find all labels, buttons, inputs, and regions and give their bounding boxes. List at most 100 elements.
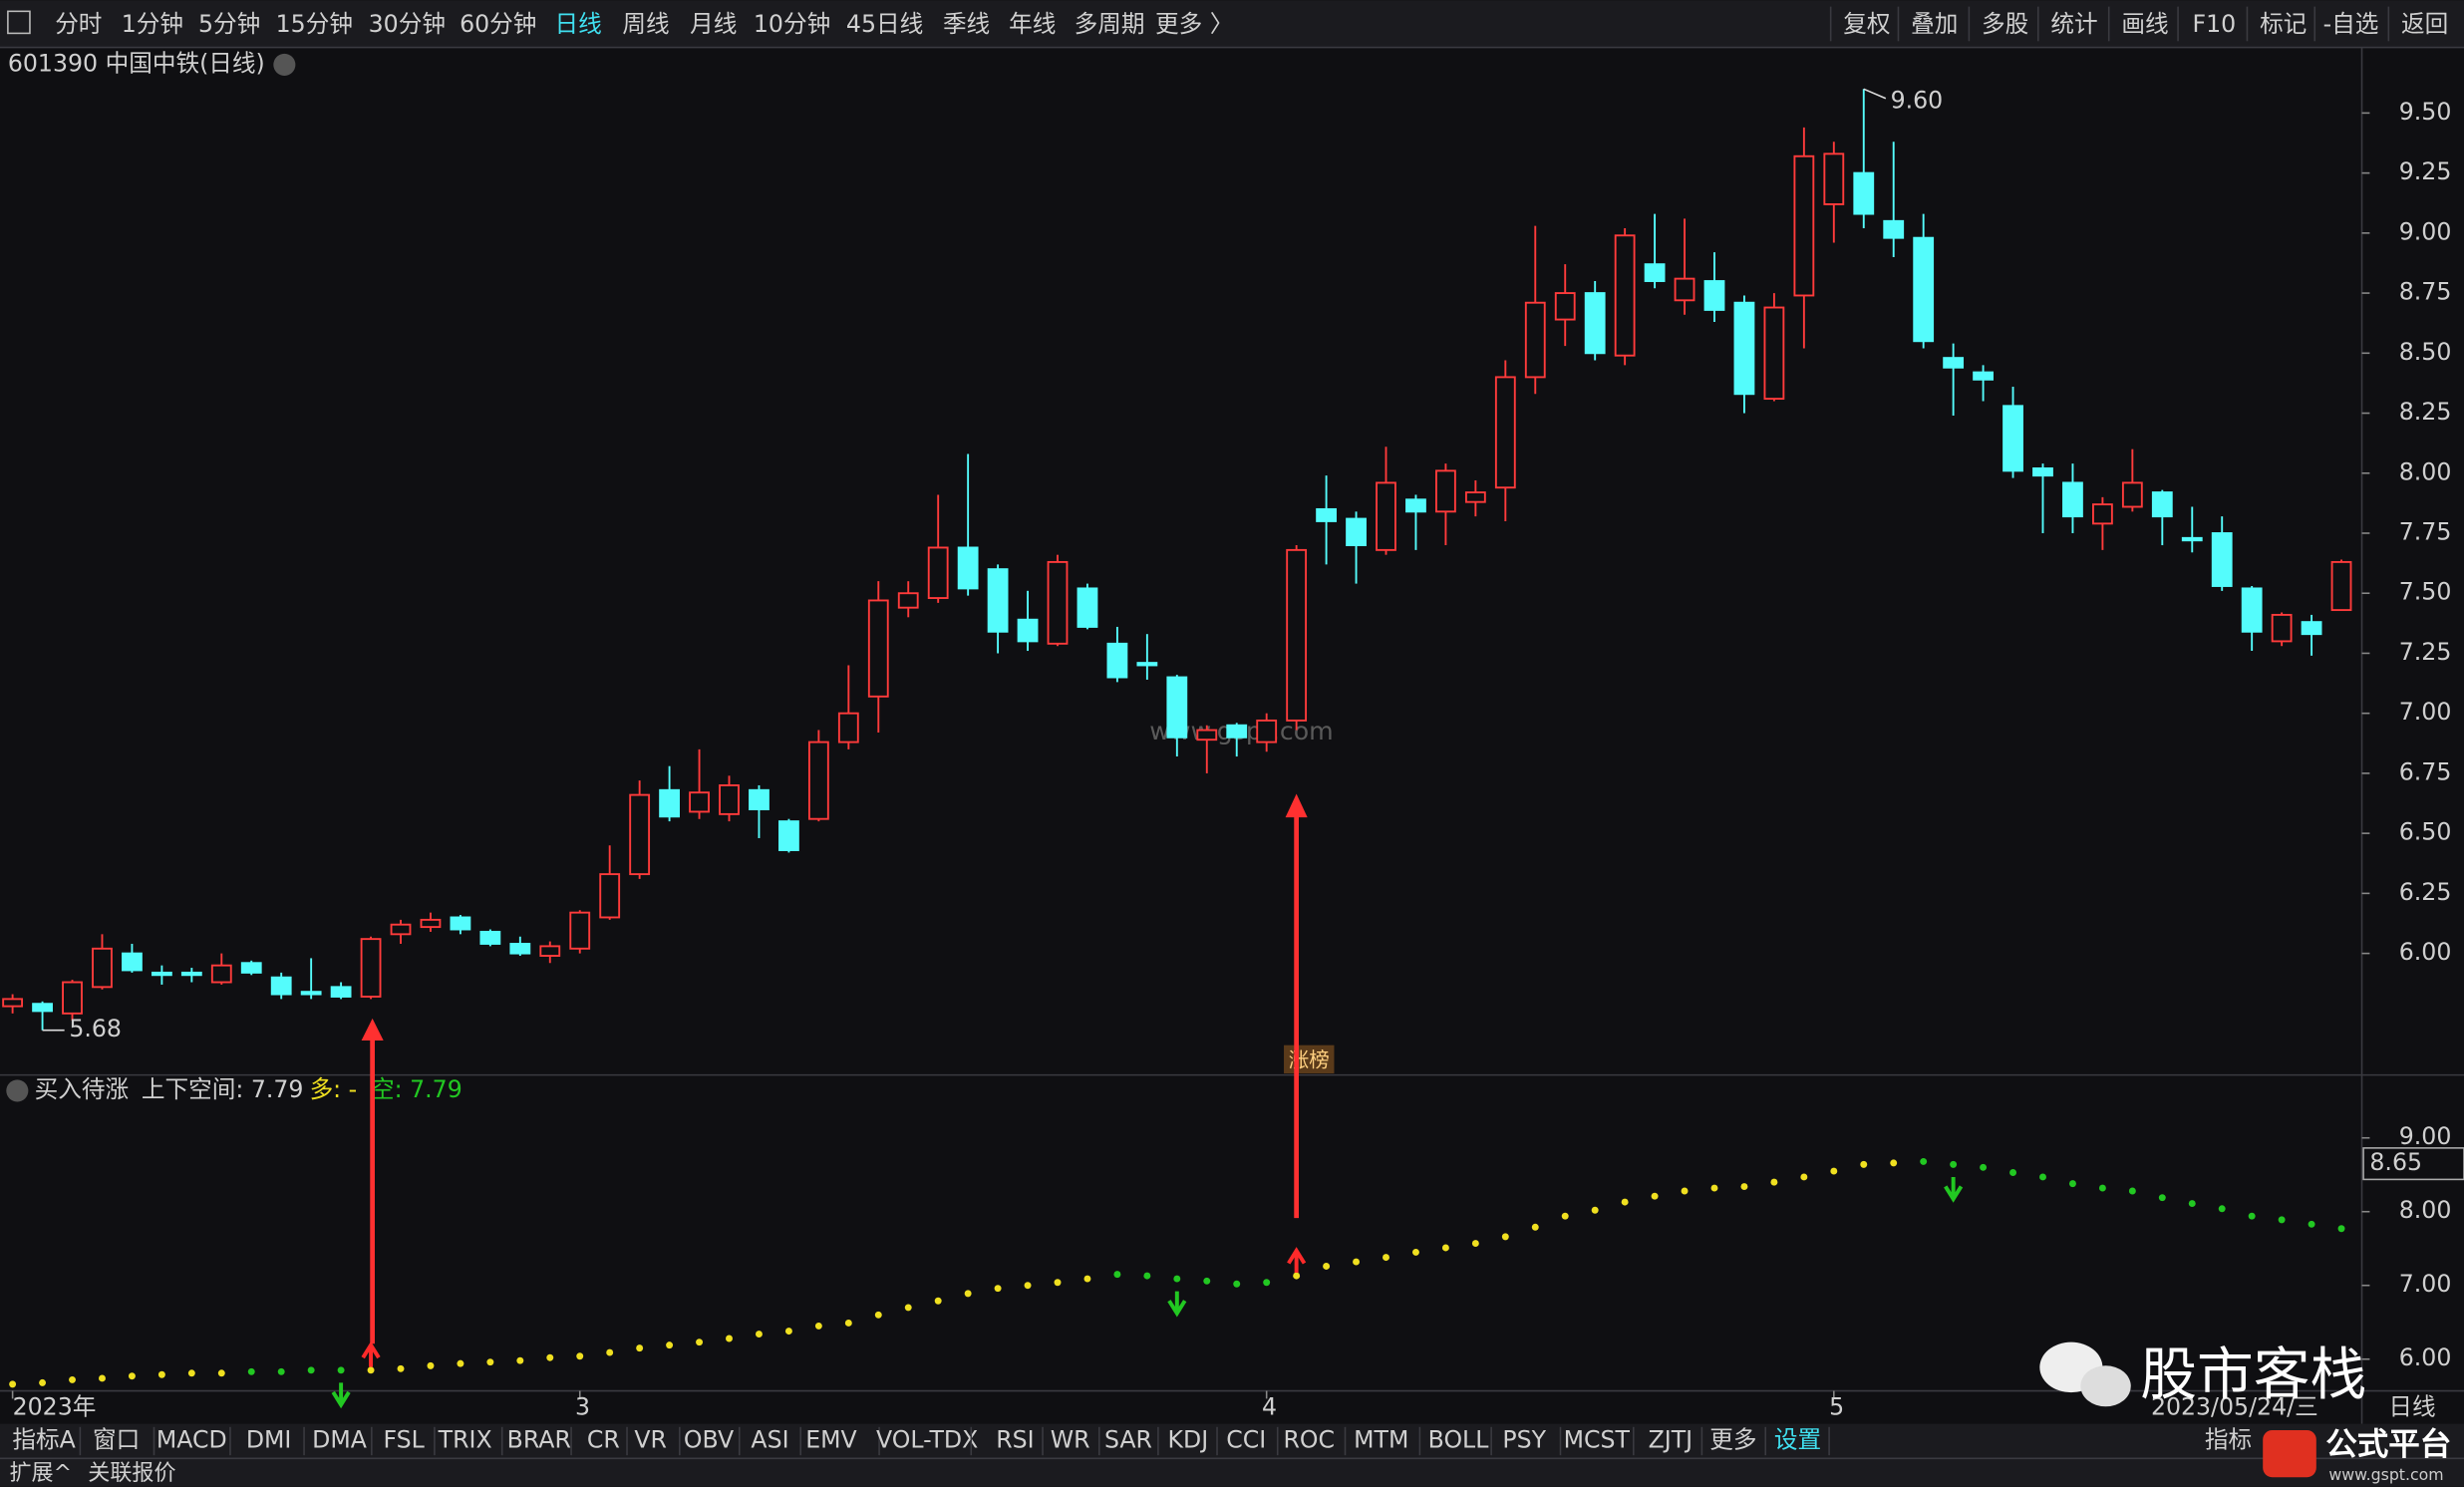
toolbar-tab[interactable]: 分时 xyxy=(55,10,102,38)
menu-icon[interactable] xyxy=(7,10,31,35)
toolbar-tab[interactable]: 日线 xyxy=(555,10,602,38)
indicator-dot xyxy=(69,1375,76,1383)
indicator-dot xyxy=(1770,1178,1778,1186)
indicator-tab[interactable]: 更多 xyxy=(1709,1425,1756,1453)
indicator-tab[interactable]: VOL-TDX xyxy=(876,1425,978,1453)
indicator-tab[interactable]: CCI xyxy=(1226,1425,1266,1453)
buy-signal xyxy=(361,1340,381,1367)
indicator-tab[interactable]: MTM xyxy=(1354,1425,1408,1453)
indicator-dot xyxy=(1263,1279,1271,1287)
indicator-dot xyxy=(157,1370,165,1378)
indicator-dot xyxy=(606,1348,614,1356)
toolbar-button[interactable]: 叠加 xyxy=(1911,10,1958,38)
toolbar-tab[interactable]: 15分钟 xyxy=(276,10,353,38)
indicator-dot xyxy=(367,1366,375,1374)
candle-body xyxy=(360,938,382,998)
candle-body xyxy=(1644,263,1666,282)
toolbar-tab[interactable]: 5分钟 xyxy=(198,10,260,38)
indicator-tab[interactable]: FSL xyxy=(383,1425,425,1453)
toolbar-tab[interactable]: 60分钟 xyxy=(460,10,536,38)
toolbar-button[interactable]: -自选 xyxy=(2323,10,2379,38)
toolbar-tab[interactable]: 更多 〉 xyxy=(1155,10,1233,38)
indicator-dot xyxy=(277,1367,285,1375)
period-label: 日线 xyxy=(2388,1392,2435,1420)
toolbar-tab[interactable]: 季线 xyxy=(943,10,990,38)
candle-body xyxy=(927,546,949,599)
indicator-tab[interactable]: ASI xyxy=(751,1425,788,1453)
candle-body xyxy=(987,568,1009,633)
indicator-tab[interactable]: SAR xyxy=(1104,1425,1152,1453)
indicator-tab[interactable]: WR xyxy=(1051,1425,1090,1453)
toolbar-button[interactable]: 返回 xyxy=(2401,10,2448,38)
candle-body xyxy=(1494,376,1516,489)
candle-body xyxy=(659,788,681,818)
y-tick-label: 8.00 xyxy=(2399,457,2452,485)
toolbar-tab[interactable]: 多周期 xyxy=(1075,10,1145,38)
toolbar-button[interactable]: 画线 xyxy=(2121,10,2168,38)
toolbar-button[interactable]: 标记 xyxy=(2260,10,2307,38)
y-tick-label: 7.50 xyxy=(2399,578,2452,606)
indicator-tab[interactable]: OBV xyxy=(684,1425,734,1453)
indicator-tab[interactable]: BRAR xyxy=(507,1425,571,1453)
candle-body xyxy=(719,784,740,815)
indicator-tab[interactable]: DMI xyxy=(246,1425,292,1453)
toolbar-tab[interactable]: 45日线 xyxy=(846,10,923,38)
indicator-tab[interactable]: 指标A xyxy=(12,1425,75,1453)
toolbar-button[interactable]: F10 xyxy=(2193,10,2237,38)
x-tick-label: 2023年 xyxy=(13,1392,97,1420)
indicator-tab[interactable]: TRIX xyxy=(438,1425,492,1453)
candle-body xyxy=(629,793,651,876)
indicator-tab[interactable]: MCST xyxy=(1564,1425,1631,1453)
footer-item[interactable]: 关联报价 xyxy=(88,1461,175,1486)
y-tick-label: 7.75 xyxy=(2399,518,2452,546)
candle-body xyxy=(2181,536,2203,542)
indicator-dot xyxy=(1561,1212,1569,1220)
tab-right[interactable]: 指标 xyxy=(2205,1425,2252,1453)
indicator-dot xyxy=(128,1372,136,1380)
indicator-tab[interactable]: PSY xyxy=(1502,1425,1546,1453)
dropdown-icon[interactable] xyxy=(6,1079,29,1102)
indicator-tab[interactable]: RSI xyxy=(996,1425,1034,1453)
indicator-tab[interactable]: 设置 xyxy=(1774,1425,1821,1453)
toolbar-tab[interactable]: 周线 xyxy=(622,10,669,38)
toolbar-tab[interactable]: 30分钟 xyxy=(369,10,446,38)
y-tick-label: 7.00 xyxy=(2399,1270,2452,1298)
indicator-tab[interactable]: KDJ xyxy=(1168,1425,1209,1453)
toolbar-button[interactable]: 多股 xyxy=(1982,10,2028,38)
y-tick-label: 6.75 xyxy=(2399,757,2452,785)
y-tick-label: 8.75 xyxy=(2399,278,2452,306)
candle-body xyxy=(32,1003,53,1013)
candle-body xyxy=(897,592,919,609)
toolbar-tab[interactable]: 月线 xyxy=(690,10,737,38)
toolbar-tab[interactable]: 年线 xyxy=(1009,10,1056,38)
indicator-tab[interactable]: ZJTJ xyxy=(1649,1425,1694,1453)
toolbar-button[interactable]: 复权 xyxy=(1843,10,1890,38)
toolbar-tab[interactable]: 1分钟 xyxy=(122,10,183,38)
candle-body xyxy=(1196,729,1218,742)
candle-body xyxy=(1763,306,1785,401)
indicator-tab[interactable]: CR xyxy=(587,1425,620,1453)
footer-item[interactable]: 扩展^ xyxy=(9,1461,72,1486)
indicator-dot xyxy=(1441,1244,1449,1252)
indicator-tab[interactable]: BOLL xyxy=(1428,1425,1490,1453)
indicator-dot xyxy=(486,1358,494,1366)
indicator-tab[interactable]: DMA xyxy=(312,1425,367,1453)
indicator-tab[interactable]: 窗口 xyxy=(93,1425,140,1453)
toolbar-button[interactable]: 统计 xyxy=(2050,10,2097,38)
indicator-dot xyxy=(784,1328,792,1336)
toolbar-tab[interactable]: 10分钟 xyxy=(754,10,830,38)
dropdown-icon[interactable] xyxy=(273,53,296,76)
indicator-tab[interactable]: EMV xyxy=(805,1425,856,1453)
indicator-dot xyxy=(99,1374,106,1382)
indicator-dot xyxy=(516,1356,524,1364)
candle-body xyxy=(569,911,591,950)
candle-body xyxy=(1883,219,1905,239)
indicator-dot xyxy=(1860,1160,1868,1168)
indicator-dot xyxy=(1203,1277,1211,1285)
indicator-short: 空: 7.79 xyxy=(371,1075,462,1103)
wechat-icon xyxy=(2080,1365,2131,1407)
indicator-tab[interactable]: MACD xyxy=(156,1425,227,1453)
indicator-tab[interactable]: VR xyxy=(634,1425,667,1453)
candle-body xyxy=(1256,719,1278,744)
indicator-tab[interactable]: ROC xyxy=(1283,1425,1335,1453)
